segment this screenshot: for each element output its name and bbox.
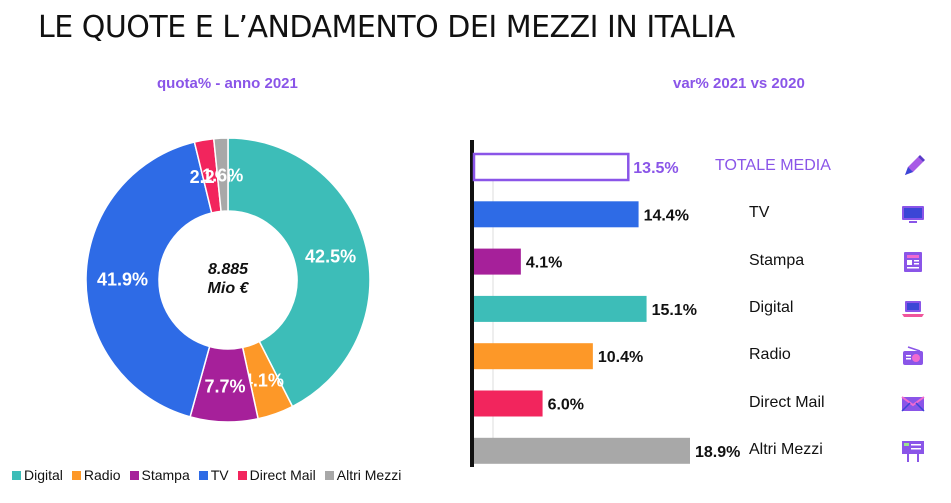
bar-category-direct-mail: Direct Mail xyxy=(749,393,825,411)
laptop-icon xyxy=(900,296,926,322)
legend-swatch xyxy=(237,470,247,480)
donut-legend: Digital Radio Stampa TV Direct Mail Altri Mez… xyxy=(12,467,401,483)
legend-item-direct-mail: Direct Mail xyxy=(237,467,316,483)
newspaper-icon xyxy=(900,249,926,275)
donut-subtitle: quota% - anno 2021 xyxy=(157,75,298,92)
legend-label: Altri Mezzi xyxy=(336,467,402,483)
bar-subtitle: var% 2021 vs 2020 xyxy=(673,75,805,92)
donut-center-unit: Mio € xyxy=(208,280,250,297)
bar-tv xyxy=(474,201,639,228)
legend-item-radio: Radio xyxy=(71,467,121,483)
page-title: LE QUOTE E L’ANDAMENTO DEI MEZZI IN ITAL… xyxy=(38,10,735,45)
bar-radio xyxy=(474,343,593,370)
mail-icon xyxy=(900,391,926,417)
legend-item-stampa: Stampa xyxy=(129,467,190,483)
donut-label-altri-mezzi: 1.6% xyxy=(202,166,243,186)
donut-slice-tv xyxy=(85,141,213,418)
bar-category-radio: Radio xyxy=(749,346,791,364)
donut-label-tv: 41.9% xyxy=(97,269,148,289)
legend-item-altri-mezzi: Altri Mezzi xyxy=(324,467,402,483)
bar-value-radio: 10.4% xyxy=(598,349,643,366)
donut-slice-altri-mezzi xyxy=(212,137,229,213)
bar-value-digital: 15.1% xyxy=(652,302,697,319)
bar-category-stampa: Stampa xyxy=(749,251,805,269)
bar-value-altri-mezzi: 18.9% xyxy=(695,444,740,461)
legend-label: Direct Mail xyxy=(249,467,316,483)
donut-label-radio: 4.1% xyxy=(243,370,284,390)
legend-item-digital: Digital xyxy=(12,467,63,483)
legend-swatch xyxy=(324,470,334,480)
legend-label: Digital xyxy=(24,467,63,483)
bar-digital xyxy=(474,295,647,322)
legend-swatch xyxy=(198,470,208,480)
bar-value-totale-media: 13.5% xyxy=(633,160,678,177)
bar-value-direct-mail: 6.0% xyxy=(548,397,584,414)
bar-chart: 13.5% 14.4% 4.1% 15.1% 10.4% 6.0% 18.9% xyxy=(470,140,740,467)
bar-stampa xyxy=(474,248,521,275)
donut-label-stampa: 7.7% xyxy=(205,376,246,396)
bar-value-stampa: 4.1% xyxy=(526,255,562,272)
bar-altri-mezzi xyxy=(474,437,690,464)
legend-label: Radio xyxy=(83,467,121,483)
donut-label-digital: 42.5% xyxy=(305,246,356,266)
bar-totale-media xyxy=(472,152,630,182)
legend-label: Stampa xyxy=(141,467,190,483)
bar-value-tv: 14.4% xyxy=(644,207,689,224)
bar-direct-mail xyxy=(474,390,543,417)
legend-swatch xyxy=(129,470,139,480)
radio-icon xyxy=(900,343,926,369)
legend-item-tv: TV xyxy=(198,467,229,483)
bar-category-altri-mezzi: Altri Mezzi xyxy=(749,440,823,458)
bar-category-digital: Digital xyxy=(749,298,794,316)
donut-slice-digital xyxy=(227,137,371,408)
legend-swatch xyxy=(71,470,81,480)
bar-category-totale-media: TOTALE MEDIA xyxy=(715,157,831,174)
pen-icon xyxy=(900,154,926,180)
donut-center-value: 8.885 xyxy=(208,261,249,278)
legend-label: TV xyxy=(210,467,229,483)
tv-icon xyxy=(900,201,926,227)
billboard-icon xyxy=(900,438,926,464)
bar-category-tv: TV xyxy=(749,204,770,222)
legend-swatch xyxy=(12,470,21,480)
